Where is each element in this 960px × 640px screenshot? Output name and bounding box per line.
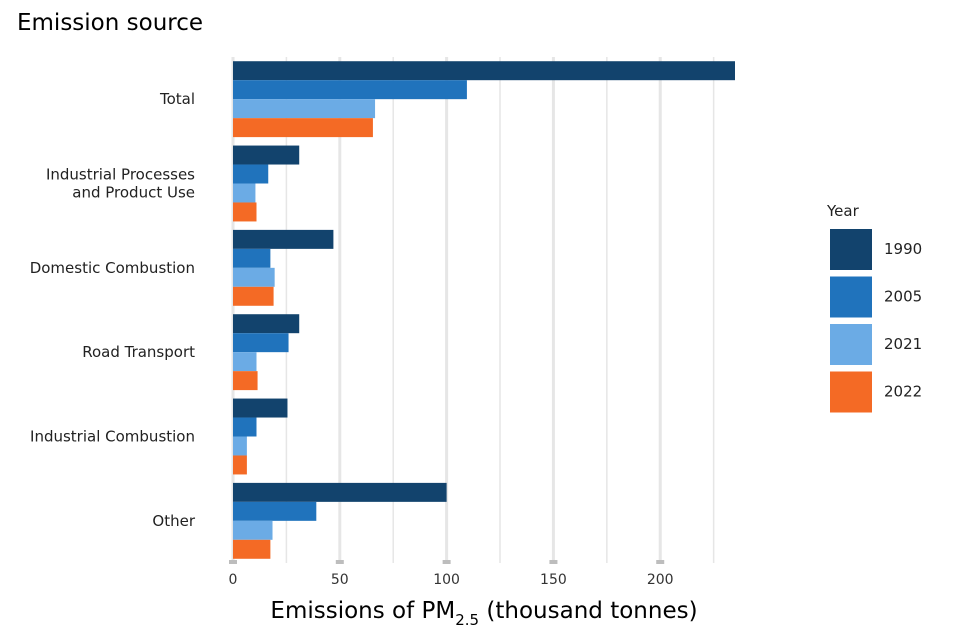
bars bbox=[233, 61, 735, 559]
bar-2021-0 bbox=[233, 99, 376, 119]
category-labels: Total Industrial Processes and Product Use… bbox=[30, 90, 196, 530]
category-label: Industrial Processes and Product Use bbox=[46, 166, 195, 202]
bar-2021-2 bbox=[233, 267, 275, 287]
bar-1990-3 bbox=[233, 314, 300, 334]
legend-label-1990: 1990 bbox=[884, 240, 922, 258]
bar-2022-2 bbox=[233, 286, 274, 306]
category-label: Road Transport bbox=[82, 343, 195, 361]
bar-2021-5 bbox=[233, 520, 273, 540]
bar-2022-5 bbox=[233, 539, 271, 559]
x-tick-labels: 0 50 100 150 200 bbox=[229, 572, 674, 588]
bar-2021-1 bbox=[233, 183, 256, 203]
bar-2022-4 bbox=[233, 455, 247, 475]
x-tick-label: 150 bbox=[540, 572, 567, 588]
category-label: Domestic Combustion bbox=[30, 259, 195, 277]
legend-swatch-2021 bbox=[830, 324, 872, 365]
x-tick-label: 100 bbox=[433, 572, 460, 588]
bar-1990-1 bbox=[233, 145, 300, 165]
bar-2021-3 bbox=[233, 352, 257, 372]
legend-swatch-2022 bbox=[830, 371, 872, 413]
legend-swatch-1990 bbox=[830, 229, 872, 270]
x-axis-title: Emissions of PM2.5 (thousand tonnes) bbox=[270, 598, 697, 629]
bar-1990-0 bbox=[233, 61, 735, 81]
category-label: Industrial Combustion bbox=[30, 428, 195, 446]
y-axis-title: Emission source bbox=[17, 10, 203, 36]
category-label-line: Industrial Combustion bbox=[30, 428, 195, 446]
bar-1990-5 bbox=[233, 482, 447, 502]
bar-2022-0 bbox=[233, 118, 373, 138]
grid-lines bbox=[229, 57, 715, 564]
bar-2021-4 bbox=[233, 436, 247, 456]
x-tick-label: 200 bbox=[647, 572, 674, 588]
x-axis-title-subscript: 2.5 bbox=[455, 611, 479, 629]
category-label: Other bbox=[152, 512, 195, 530]
bar-2022-3 bbox=[233, 371, 258, 391]
legend: 1990 2005 2021 2022 bbox=[830, 229, 922, 413]
bar-1990-2 bbox=[233, 229, 334, 249]
legend-title: Year bbox=[826, 202, 860, 220]
bar-2005-0 bbox=[233, 80, 467, 100]
category-label-line: and Product Use bbox=[72, 184, 195, 202]
x-tick-label: 50 bbox=[331, 572, 349, 588]
bar-2005-3 bbox=[233, 333, 289, 353]
bar-2005-1 bbox=[233, 164, 269, 184]
bar-2005-4 bbox=[233, 417, 257, 437]
category-label: Total bbox=[159, 90, 195, 108]
legend-label-2021: 2021 bbox=[884, 335, 922, 353]
category-label-line: Industrial Processes bbox=[46, 166, 195, 184]
category-label-line: Other bbox=[152, 512, 195, 530]
bar-2022-1 bbox=[233, 202, 257, 222]
category-label-line: Road Transport bbox=[82, 343, 195, 361]
category-label-line: Total bbox=[159, 90, 195, 108]
x-tick-label: 0 bbox=[229, 572, 238, 588]
legend-label-2005: 2005 bbox=[884, 288, 922, 306]
category-label-line: Domestic Combustion bbox=[30, 259, 195, 277]
bar-2005-5 bbox=[233, 501, 317, 521]
legend-label-2022: 2022 bbox=[884, 383, 922, 401]
bar-2005-2 bbox=[233, 248, 271, 268]
bar-1990-4 bbox=[233, 398, 288, 418]
legend-swatch-2005 bbox=[830, 276, 872, 318]
